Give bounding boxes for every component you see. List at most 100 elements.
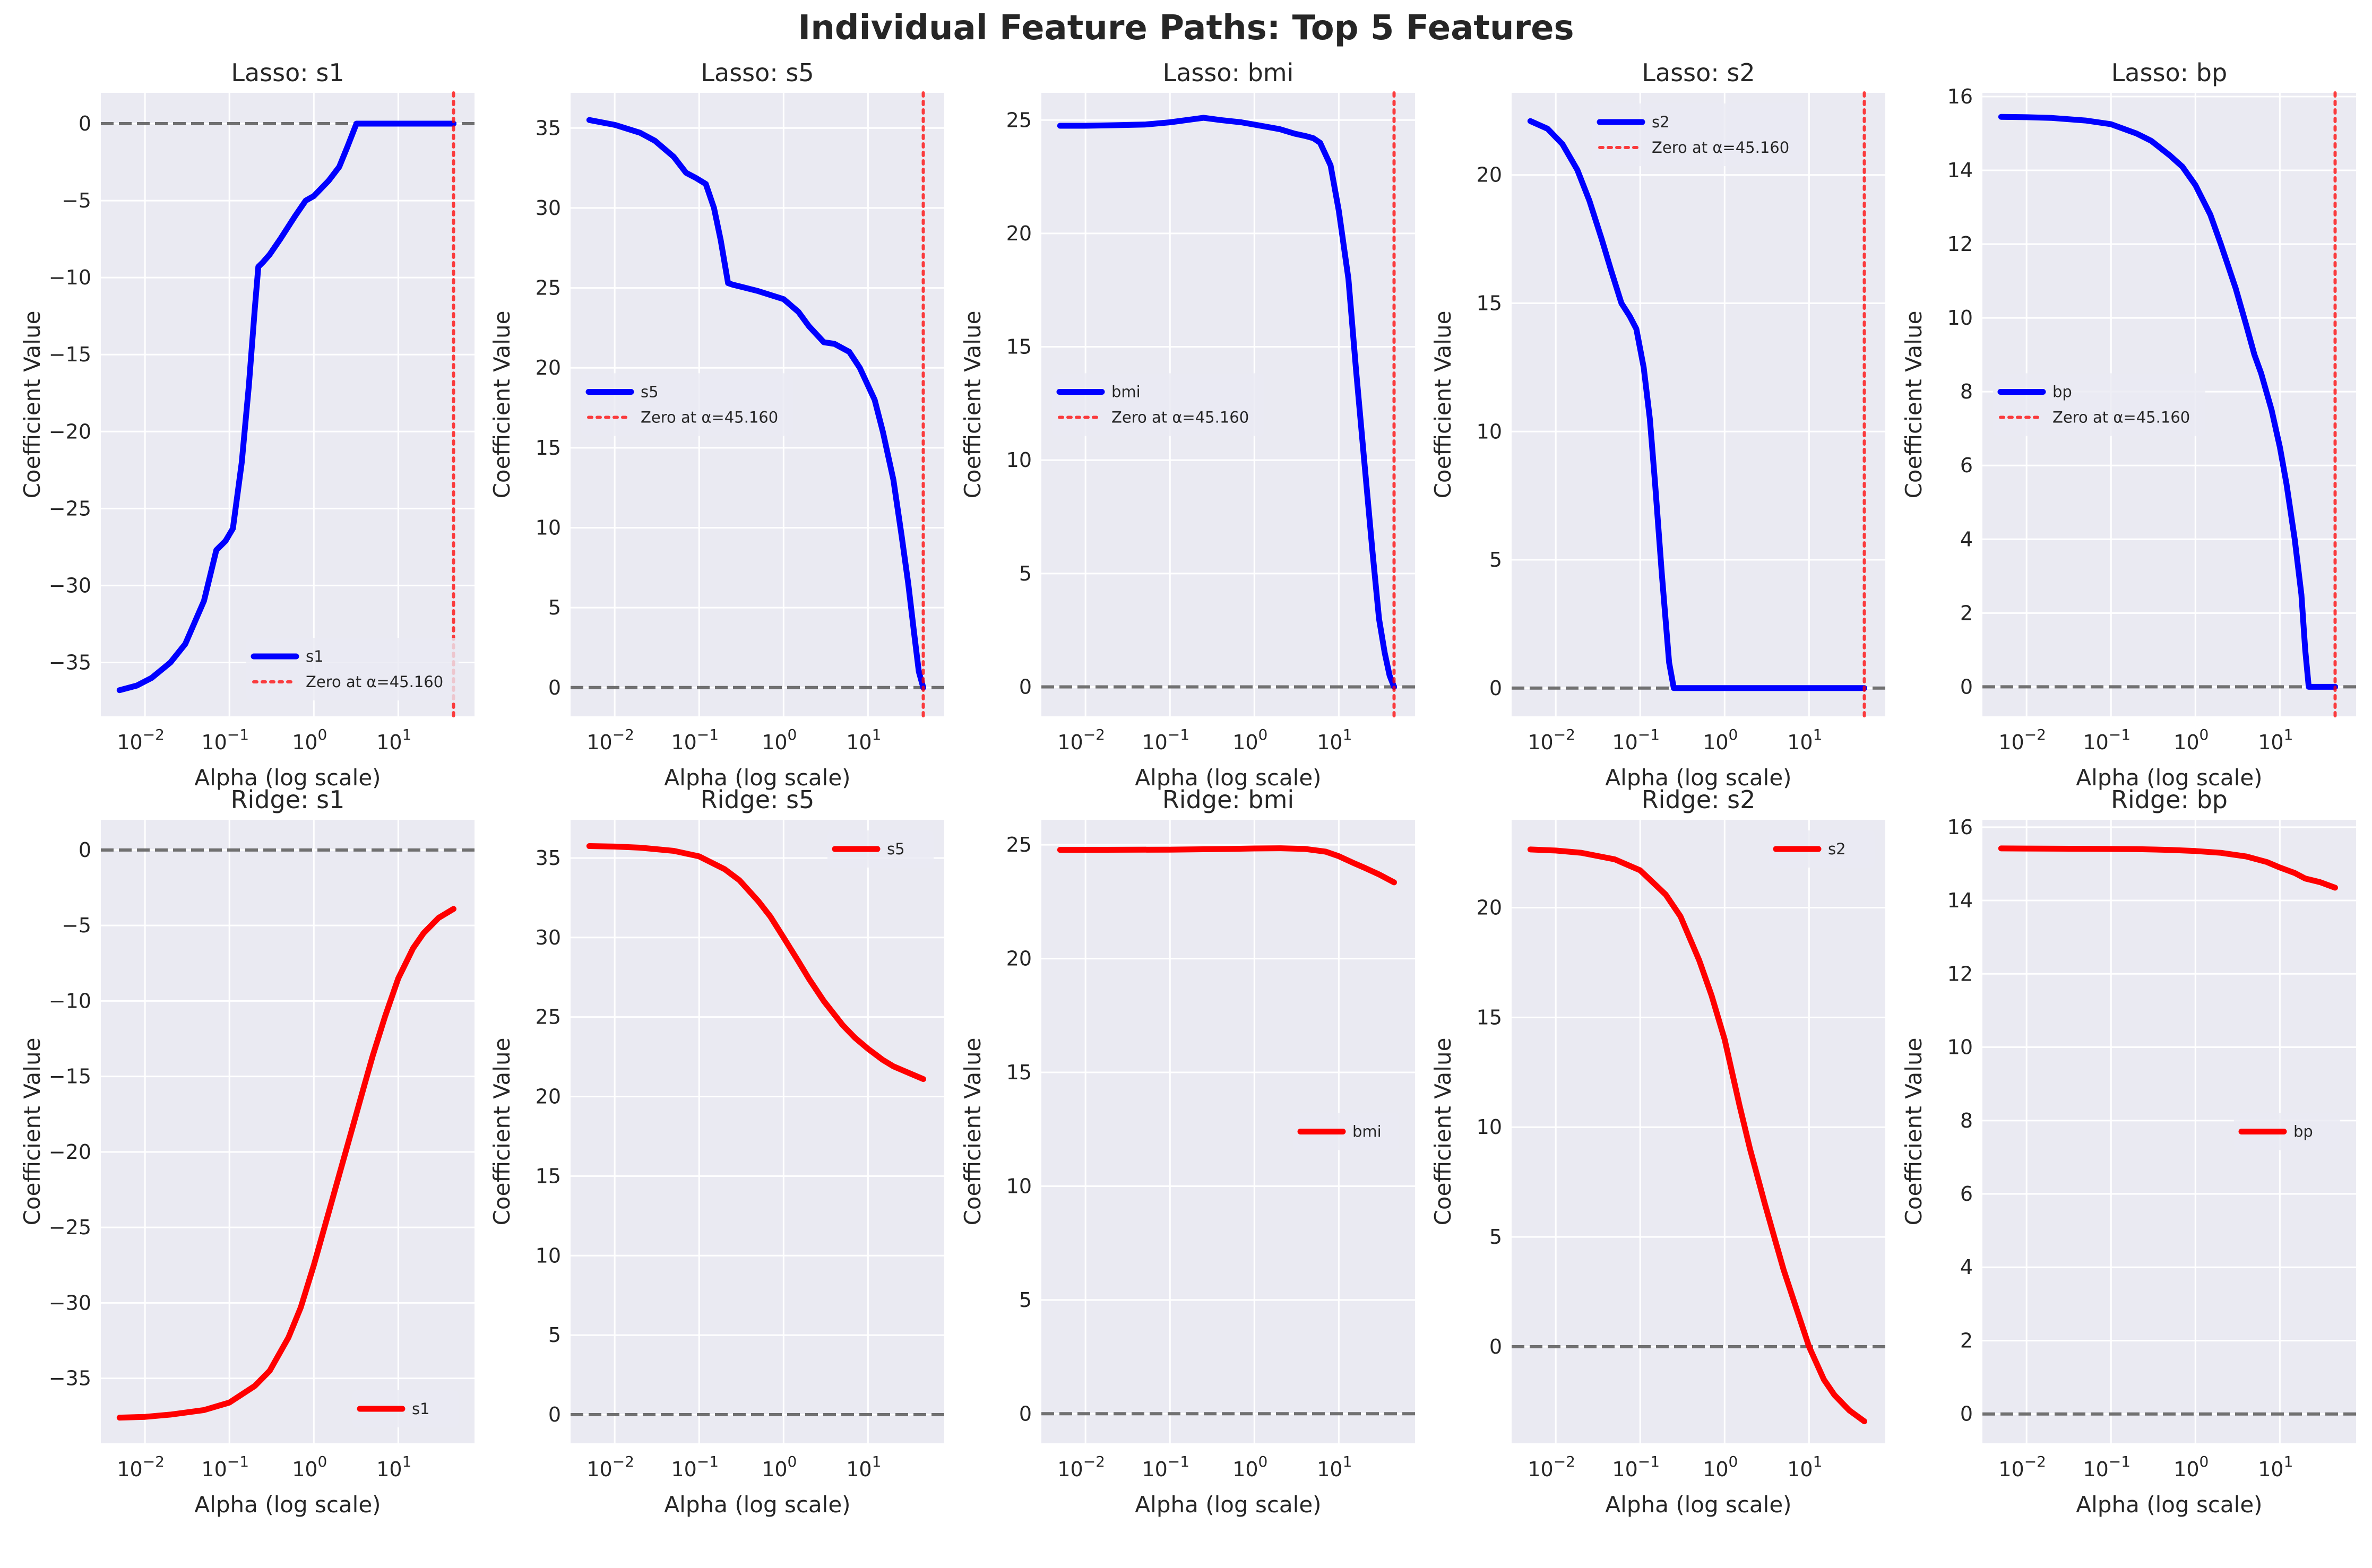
y-tick-label: 0 — [548, 676, 561, 699]
x-tick-label: 101 — [376, 1453, 411, 1481]
legend-frame — [2234, 1113, 2340, 1150]
y-tick-label: 2 — [1960, 1329, 1973, 1352]
plot-area — [1512, 93, 1885, 716]
y-axis-label: Coefficient Value — [960, 311, 986, 499]
y-tick-label: 0 — [79, 838, 91, 862]
x-tick-label: 10−2 — [1998, 726, 2046, 754]
y-tick-label: 35 — [536, 846, 561, 870]
legend: s2 — [1769, 830, 1875, 868]
legend: s2 Zero at α=45.160 — [1592, 103, 1805, 166]
x-tick-label: 100 — [2173, 1453, 2209, 1481]
y-axis-label: Coefficient Value — [960, 1038, 986, 1226]
x-axis-label: Alpha (log scale) — [2076, 765, 2262, 791]
legend: bp — [2234, 1113, 2340, 1150]
y-tick-label: 6 — [1960, 454, 1973, 477]
x-tick-label: 101 — [1787, 726, 1822, 754]
y-tick-label: 0 — [1489, 1335, 1502, 1358]
panel-title: Lasso: s2 — [1642, 58, 1755, 87]
y-tick-label: 16 — [1947, 816, 1973, 839]
panel-title: Lasso: bp — [2111, 58, 2227, 87]
panel-title: Ridge: bmi — [1162, 785, 1294, 814]
x-tick-label: 100 — [292, 726, 327, 754]
y-tick-label: 14 — [1947, 889, 1973, 912]
y-tick-label: 20 — [1006, 222, 1032, 245]
y-axis-label: Coefficient Value — [19, 311, 45, 499]
legend-frame — [352, 1390, 459, 1427]
x-tick-label: 10−1 — [1142, 1453, 1189, 1481]
plot-area — [101, 93, 475, 716]
x-tick-label: 101 — [846, 1453, 881, 1481]
y-axis-label: Coefficient Value — [1430, 1038, 1456, 1226]
y-tick-label: 10 — [1947, 306, 1973, 330]
x-tick-label: 10−1 — [2083, 1453, 2131, 1481]
y-tick-label: 0 — [1960, 675, 1973, 698]
x-axis-label: Alpha (log scale) — [664, 1492, 850, 1518]
y-tick-label: 0 — [1960, 1402, 1973, 1426]
y-tick-label: 15 — [536, 1164, 561, 1188]
y-tick-label: 8 — [1960, 1109, 1973, 1132]
legend-label: bp — [2293, 1123, 2313, 1141]
plot-area — [101, 820, 475, 1443]
legend-label: bp — [2052, 383, 2072, 401]
panel-title: Ridge: bp — [2111, 785, 2228, 814]
legend-label: Zero at α=45.160 — [1111, 409, 1249, 427]
y-tick-label: −30 — [49, 1291, 91, 1314]
y-tick-label: 4 — [1960, 527, 1973, 551]
y-tick-label: −20 — [49, 420, 91, 443]
legend-frame — [246, 638, 459, 700]
x-tick-label: 100 — [1703, 726, 1738, 754]
x-tick-label: 10−2 — [117, 726, 165, 754]
figure-title: Individual Feature Paths: Top 5 Features — [798, 8, 1574, 48]
x-tick-label: 100 — [762, 1453, 797, 1481]
x-tick-label: 101 — [1787, 1453, 1822, 1481]
x-tick-label: 10−2 — [1528, 726, 1575, 754]
panel-ridge-bmi: 0 5 10 15 20 25 10−2 10−1 100 101 Ridge: bmi Alpha … — [960, 785, 1415, 1518]
y-tick-label: 16 — [1947, 85, 1973, 108]
y-tick-label: 20 — [1006, 947, 1032, 971]
y-tick-label: 0 — [1019, 1402, 1032, 1425]
panel-title: Ridge: s1 — [231, 785, 345, 814]
panel-title: Ridge: s2 — [1642, 785, 1756, 814]
x-tick-label: 10−2 — [1057, 1453, 1105, 1481]
y-axis-label: Coefficient Value — [489, 1038, 515, 1226]
legend-label: Zero at α=45.160 — [306, 673, 443, 691]
x-tick-label: 100 — [1232, 1453, 1267, 1481]
y-tick-label: −5 — [62, 914, 91, 937]
panel-title: Lasso: s5 — [701, 58, 814, 87]
y-tick-label: 0 — [79, 112, 91, 135]
y-tick-label: 8 — [1960, 380, 1973, 403]
x-tick-label: 10−1 — [1142, 726, 1189, 754]
x-tick-label: 100 — [1232, 726, 1267, 754]
y-tick-label: 0 — [548, 1403, 561, 1426]
legend-frame — [1769, 830, 1875, 868]
legend: s1 Zero at α=45.160 — [246, 638, 459, 700]
x-tick-label: 10−2 — [586, 1453, 634, 1481]
legend: bmi — [1293, 1113, 1399, 1150]
series-line-bmi — [1057, 845, 1397, 886]
panel-ridge-s5: 0 5 10 15 20 25 30 35 10−2 10−1 100 101 Ridge: s5 Alp… — [489, 785, 944, 1518]
legend: bmi Zero at α=45.160 — [1052, 373, 1264, 436]
legend: s1 — [352, 1390, 459, 1427]
y-tick-label: 10 — [1477, 420, 1502, 443]
x-tick-label: 100 — [1703, 1453, 1738, 1481]
y-tick-label: 25 — [536, 1006, 561, 1029]
y-tick-label: 12 — [1947, 232, 1973, 256]
y-axis-label: Coefficient Value — [1430, 311, 1456, 499]
series-line-bp — [1998, 845, 2338, 891]
y-tick-label: 4 — [1960, 1255, 1973, 1279]
x-tick-label: 101 — [2258, 726, 2293, 754]
legend: s5 Zero at α=45.160 — [581, 373, 793, 436]
y-tick-label: 5 — [1019, 562, 1032, 585]
y-tick-label: −15 — [49, 1065, 91, 1088]
y-tick-label: 25 — [536, 276, 561, 300]
y-tick-label: −25 — [49, 1216, 91, 1239]
y-tick-label: 10 — [1477, 1115, 1502, 1139]
legend-frame — [581, 373, 793, 436]
y-axis-label: Coefficient Value — [1901, 1038, 1927, 1226]
series-line-s5 — [586, 117, 926, 691]
y-tick-label: 5 — [548, 1323, 561, 1347]
panel-lasso-s1: 0 −5 −10 −15 −20 −25 −30 −35 10−2 10−1 100 101 Lasso… — [19, 58, 475, 791]
x-tick-label: 10−2 — [1998, 1453, 2046, 1481]
legend-label: s1 — [412, 1400, 430, 1418]
plot-area — [1512, 820, 1885, 1443]
